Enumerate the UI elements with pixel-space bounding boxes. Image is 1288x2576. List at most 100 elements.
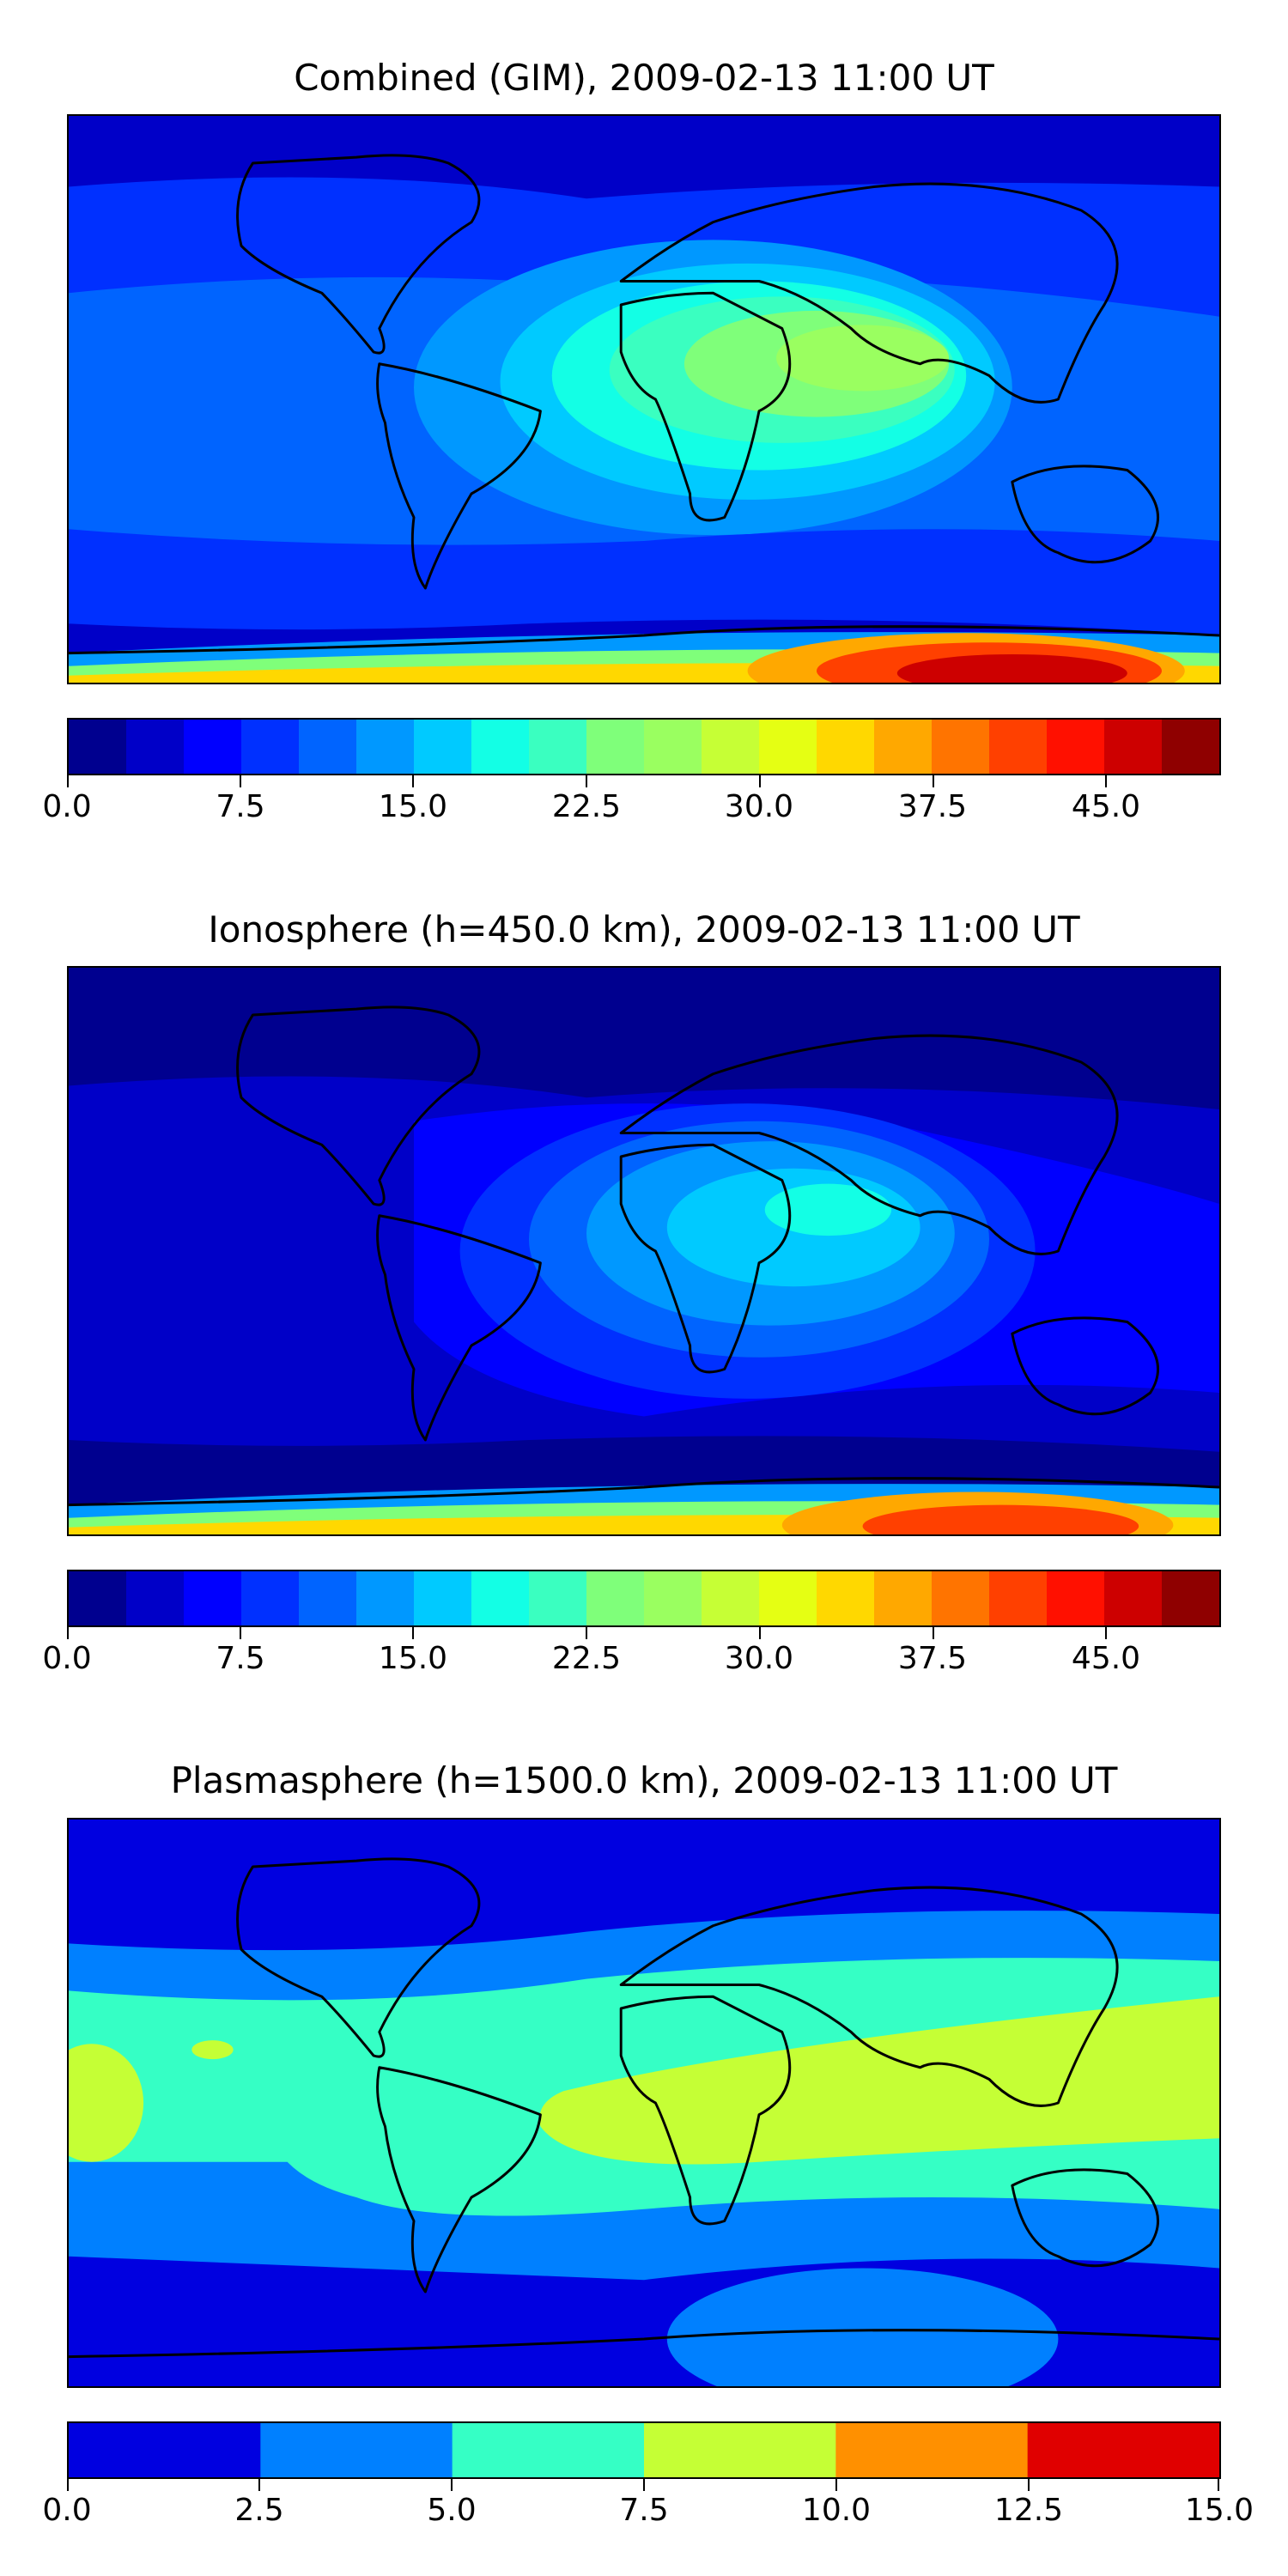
tec-contour-band bbox=[896, 654, 1127, 683]
tick-label: 5.0 bbox=[427, 2493, 477, 2528]
tick-mark bbox=[759, 1627, 761, 1639]
tick-mark bbox=[933, 1627, 934, 1639]
colorbar-segment bbox=[989, 1571, 1048, 1625]
tick-mark bbox=[412, 1627, 414, 1639]
tick-mark bbox=[586, 775, 587, 787]
panel-title-ionosphere: Ionosphere (h=450.0 km), 2009-02-13 11:0… bbox=[208, 908, 1080, 951]
africa-outline bbox=[619, 291, 792, 522]
panel-title-combined: Combined (GIM), 2009-02-13 11:00 UT bbox=[294, 57, 994, 99]
colorbar-segment bbox=[69, 2423, 262, 2477]
tec-contour-band bbox=[776, 325, 950, 392]
tick-label: 7.5 bbox=[216, 789, 265, 824]
colorbar-ionosphere bbox=[67, 1570, 1221, 1627]
antarctica-outline bbox=[69, 625, 1219, 655]
tick-label: 37.5 bbox=[897, 1641, 968, 1676]
colorbar-segment bbox=[586, 1571, 645, 1625]
colorbar-segment bbox=[817, 720, 875, 774]
tick-label: 22.5 bbox=[551, 789, 622, 824]
tick-mark bbox=[1218, 2479, 1219, 2491]
south-america-outline bbox=[376, 362, 542, 590]
tick-mark bbox=[240, 1627, 241, 1639]
map-plasmasphere bbox=[67, 1818, 1221, 2388]
colorbar-segment bbox=[1047, 1571, 1105, 1625]
tick-mark bbox=[933, 775, 934, 787]
eurasia-outline bbox=[619, 182, 1119, 404]
coastlines bbox=[69, 1005, 1219, 1507]
tec-contour-band bbox=[191, 2040, 234, 2060]
colorbar-segment bbox=[702, 720, 760, 774]
colorbar-ticks-combined: 0.0 7.5 15.0 22.5 30.0 37.5 45.0 bbox=[42, 775, 1221, 827]
colorbar-ticks-plasmasphere: 0.0 2.5 5.0 7.5 10.0 12.5 15.0 bbox=[42, 2479, 1254, 2530]
tick-label: 45.0 bbox=[1071, 1641, 1141, 1676]
colorbar-segment bbox=[1027, 2423, 1219, 2477]
tick-label: 15.0 bbox=[378, 1641, 448, 1676]
tick-label: 0.0 bbox=[42, 789, 92, 824]
tec-contour-band bbox=[764, 1183, 892, 1236]
tec-contour-band bbox=[666, 2268, 1059, 2386]
colorbar-segment bbox=[644, 720, 702, 774]
colorbar-plasmasphere bbox=[67, 2421, 1221, 2479]
colorbar-segment bbox=[644, 1571, 702, 1625]
colorbar-segment bbox=[817, 1571, 875, 1625]
map-combined bbox=[67, 114, 1221, 684]
tick-label: 7.5 bbox=[619, 2493, 669, 2528]
tec-contour-band bbox=[539, 1996, 1219, 2165]
colorbar-segment bbox=[835, 2423, 1029, 2477]
colorbar-segment bbox=[241, 1571, 300, 1625]
colorbar-segment bbox=[126, 720, 185, 774]
colorbar-segment bbox=[1104, 720, 1163, 774]
tick-label: 0.0 bbox=[42, 2493, 92, 2528]
colorbar-segment bbox=[586, 720, 645, 774]
colorbar-segment bbox=[260, 2423, 453, 2477]
tick-mark bbox=[586, 1627, 587, 1639]
colorbar-segment bbox=[1162, 1571, 1219, 1625]
colorbar-segment bbox=[414, 720, 472, 774]
colorbar-segment bbox=[471, 1571, 530, 1625]
australia-outline bbox=[1011, 1316, 1159, 1416]
tick-mark bbox=[67, 775, 69, 787]
tick-mark bbox=[1105, 1627, 1107, 1639]
colorbar-segment bbox=[874, 1571, 933, 1625]
tick-label: 0.0 bbox=[42, 1641, 92, 1676]
tick-label: 10.0 bbox=[801, 2493, 872, 2528]
panel-title-plasmasphere: Plasmasphere (h=1500.0 km), 2009-02-13 1… bbox=[170, 1759, 1118, 1801]
colorbar-segment bbox=[471, 720, 530, 774]
north-america-outline bbox=[236, 1005, 481, 1206]
south-america-outline bbox=[376, 2066, 542, 2293]
colorbar-segment bbox=[1047, 720, 1105, 774]
colorbar-segment bbox=[1162, 720, 1219, 774]
colorbar-segment bbox=[299, 720, 357, 774]
colorbar-segment bbox=[529, 720, 587, 774]
colorbar-segment bbox=[184, 1571, 242, 1625]
colorbar-segment bbox=[702, 1571, 760, 1625]
eurasia-outline bbox=[619, 1034, 1119, 1255]
colorbar-segment bbox=[932, 1571, 990, 1625]
colorbar-segment bbox=[874, 720, 933, 774]
tick-label: 12.5 bbox=[993, 2493, 1064, 2528]
colorbar-segment bbox=[759, 1571, 817, 1625]
colorbar-segment bbox=[69, 1571, 127, 1625]
coastlines bbox=[69, 154, 1219, 655]
tick-mark bbox=[1105, 775, 1107, 787]
tick-mark bbox=[1028, 2479, 1030, 2491]
north-america-outline bbox=[236, 1857, 481, 2058]
coastlines bbox=[69, 1857, 1219, 2359]
tick-mark bbox=[835, 2479, 837, 2491]
tick-mark bbox=[240, 775, 241, 787]
colorbar-segment bbox=[69, 720, 127, 774]
tick-label: 2.5 bbox=[234, 2493, 284, 2528]
colorbar-segment bbox=[989, 720, 1048, 774]
colorbar-segment bbox=[932, 720, 990, 774]
tick-label: 15.0 bbox=[1184, 2493, 1255, 2528]
map-ionosphere bbox=[67, 966, 1221, 1536]
antarctica-outline bbox=[69, 2329, 1219, 2359]
africa-outline bbox=[619, 1995, 792, 2226]
colorbar-segment bbox=[1104, 1571, 1163, 1625]
tick-label: 45.0 bbox=[1071, 789, 1141, 824]
tick-mark bbox=[759, 775, 761, 787]
north-america-outline bbox=[236, 154, 481, 355]
colorbar-ticks-ionosphere: 0.0 7.5 15.0 22.5 30.0 37.5 45.0 bbox=[42, 1627, 1221, 1679]
colorbar-segment bbox=[414, 1571, 472, 1625]
colorbar-segment bbox=[452, 2423, 645, 2477]
australia-outline bbox=[1011, 465, 1159, 564]
